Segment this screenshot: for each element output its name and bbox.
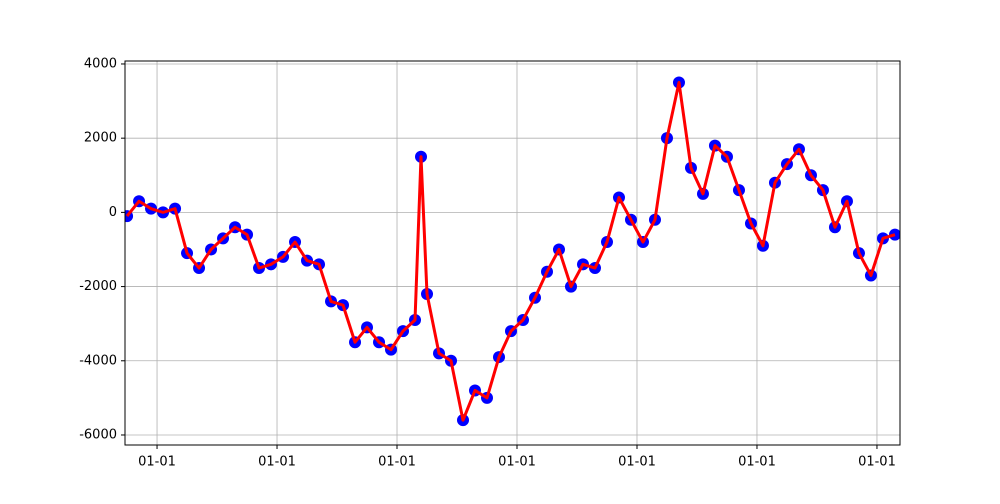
x-tick-label: 01-01 [258, 455, 296, 470]
y-tick-label: 2000 [84, 131, 117, 146]
y-tick-label: 4000 [84, 56, 117, 71]
y-tick-label: -6000 [79, 427, 117, 442]
x-tick-label: 01-01 [138, 455, 176, 470]
x-tick-label: 01-01 [738, 455, 776, 470]
line [125, 81, 896, 422]
x-tick-label: 01-01 [618, 455, 656, 470]
x-tick-label: 01-01 [378, 455, 416, 470]
y-tick-label: -4000 [79, 353, 117, 368]
y-tick-label: -2000 [79, 279, 117, 294]
x-tick-label: 01-01 [858, 455, 896, 470]
plot-frame [124, 60, 901, 446]
y-tick-label: 0 [109, 205, 117, 220]
x-tick-label: 01-01 [498, 455, 536, 470]
